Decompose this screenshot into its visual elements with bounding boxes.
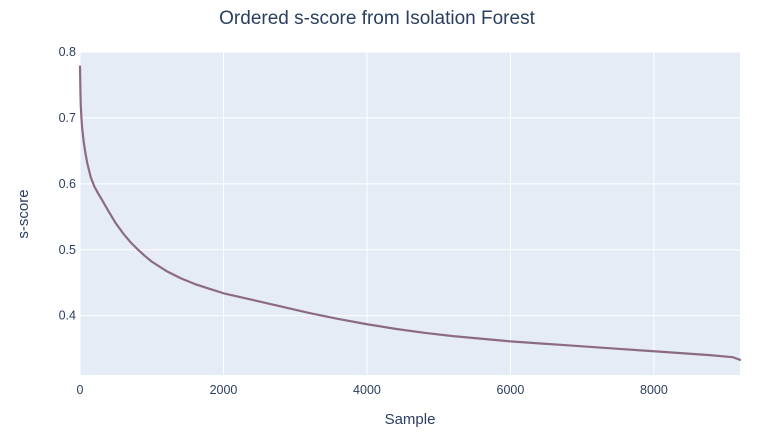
x-axis-ticks: 0 2000 4000 6000 8000 [77,383,668,397]
y-axis-ticks: 0.4 0.5 0.6 0.7 0.8 [59,45,76,323]
y-tick-label: 0.7 [59,111,76,125]
y-tick-label: 0.6 [59,177,76,191]
y-gridlines [80,51,740,317]
y-tick-label: 0.5 [59,243,76,257]
x-tick-label: 0 [77,383,84,397]
x-tick-label: 4000 [353,383,381,397]
chart-title: Ordered s-score from Isolation Forest [219,8,535,29]
s-score-line [78,65,742,361]
x-tick-label: 6000 [497,383,525,397]
y-tick-label: 0.8 [59,45,76,59]
x-axis-title: Sample [385,411,436,428]
y-tick-label: 0.4 [59,309,76,323]
x-tick-label: 8000 [640,383,668,397]
x-tick-label: 2000 [210,383,238,397]
x-gridlines [79,52,655,375]
y-axis-title: s-score [15,189,32,238]
plot-area [80,52,740,375]
